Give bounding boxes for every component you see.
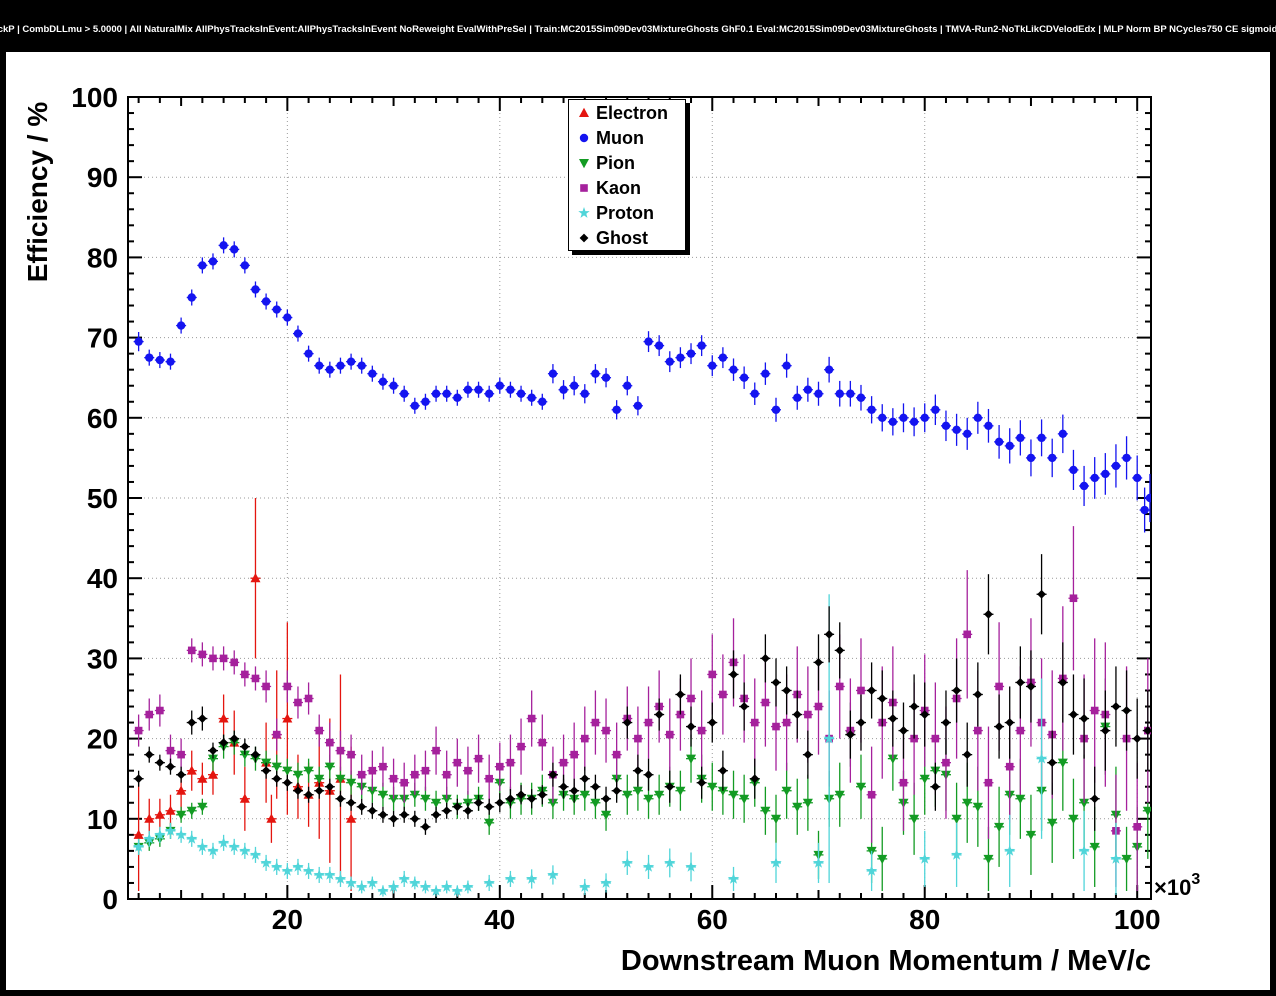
series-electron (133, 498, 357, 891)
legend-label: Proton (596, 202, 654, 223)
chart-root: 20 40 60 80 100 0 10 20 30 40 50 60 70 80 90 100 (71, 82, 1160, 935)
x-tick-label: 20 (272, 904, 303, 935)
legend-label: Muon (596, 127, 644, 148)
legend: Electron Muon Pion Kaon Proton Ghost (568, 99, 686, 251)
y-tick-label: 80 (87, 242, 118, 273)
legend-item-ghost: Ghost (569, 225, 685, 250)
x-tick-label: 80 (909, 904, 940, 935)
series-kaon (133, 526, 1151, 891)
pion-marker-icon (572, 153, 596, 173)
ghost-marker-icon (572, 228, 596, 248)
kaon-marker-icon (572, 178, 596, 198)
series-muon (133, 237, 1151, 533)
muon-marker-icon (572, 128, 596, 148)
y-tick-label: 100 (71, 82, 118, 113)
plot-title: Downstream Muon ID Eff. V TrackP | CombD… (0, 23, 1276, 35)
x-axis-scale-base: ×10 (1154, 875, 1191, 900)
y-tick-label: 30 (87, 643, 118, 674)
y-tick-label: 60 (87, 403, 118, 434)
legend-label: Kaon (596, 177, 641, 198)
plot-title-bar: Downstream Muon ID Eff. V TrackP | CombD… (0, 6, 1276, 52)
y-tick-label: 90 (87, 162, 118, 193)
legend-label: Ghost (596, 227, 648, 248)
y-tick-label: 0 (102, 884, 118, 915)
x-axis-title: Downstream Muon Momentum / MeV/c (621, 945, 1151, 977)
y-tick-label: 50 (87, 483, 118, 514)
y-tick-label: 70 (87, 323, 118, 354)
legend-item-proton: Proton (569, 200, 685, 225)
legend-label: Pion (596, 152, 635, 173)
y-tick-label: 40 (87, 563, 118, 594)
legend-item-muon: Muon (569, 125, 685, 150)
x-tick-label: 60 (697, 904, 728, 935)
x-axis-scale-exponent: 3 (1191, 871, 1200, 888)
x-axis-scale: ×103 (1154, 871, 1200, 900)
y-axis-title: Efficiency / % (22, 102, 53, 283)
electron-marker-icon (572, 103, 596, 123)
legend-label: Electron (596, 102, 669, 123)
legend-item-electron: Electron (569, 100, 685, 125)
legend-item-kaon: Kaon (569, 175, 685, 200)
series-proton (132, 594, 1122, 897)
y-tick-label: 10 (87, 804, 118, 835)
y-tick-label: 20 (87, 724, 118, 755)
legend-item-pion: Pion (569, 150, 685, 175)
x-tick-label: 100 (1114, 904, 1161, 935)
proton-marker-icon (572, 203, 596, 223)
x-tick-label: 40 (484, 904, 515, 935)
series-ghost (133, 554, 1151, 835)
